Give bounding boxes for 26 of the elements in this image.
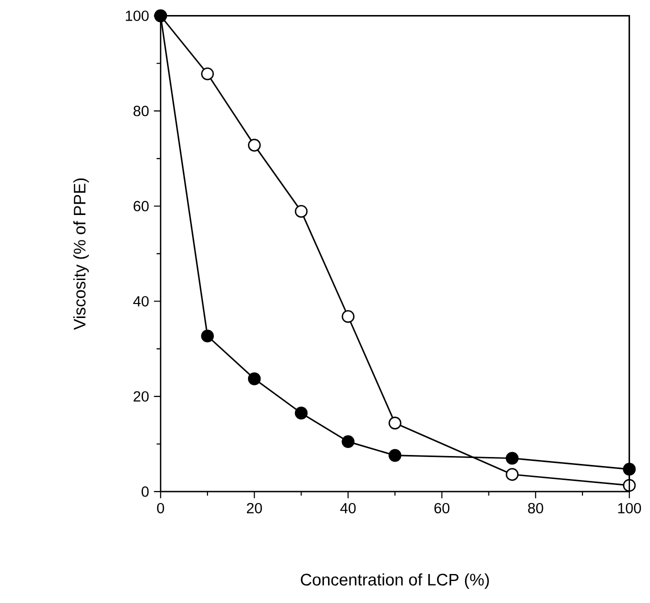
y-axis-title: Viscosity (% of PPE) — [73, 178, 89, 330]
point — [294, 406, 308, 420]
x-tick-label: 0 — [157, 502, 164, 514]
x-tick-label: 40 — [340, 502, 356, 514]
point — [506, 452, 519, 465]
point — [248, 138, 261, 152]
x-tick-label: 20 — [246, 502, 262, 514]
point — [248, 372, 261, 386]
x-tick-label: 60 — [434, 502, 450, 514]
y-tick-label: 80 — [134, 106, 149, 116]
point — [201, 330, 214, 342]
point — [506, 468, 519, 481]
y-tick-label: 100 — [126, 10, 149, 21]
y-tick-label: 60 — [134, 200, 149, 212]
point — [388, 416, 402, 430]
y-tick-label: 40 — [133, 296, 149, 306]
x-tick-label: 100 — [618, 502, 641, 514]
point — [342, 435, 355, 448]
x-tick-label: 80 — [528, 502, 544, 514]
point — [388, 449, 402, 462]
point — [294, 204, 308, 218]
y-tick-label: 0 — [142, 486, 149, 497]
point — [342, 310, 355, 323]
x-axis-title: Concentration of LCP (%) — [300, 573, 489, 589]
y-tick-label: 20 — [134, 391, 149, 402]
point — [201, 67, 214, 80]
